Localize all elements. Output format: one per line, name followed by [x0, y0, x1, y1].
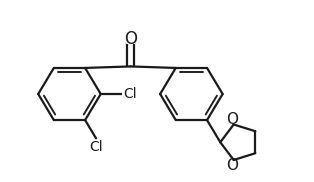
Text: Cl: Cl [124, 87, 137, 101]
Text: O: O [226, 158, 238, 173]
Text: Cl: Cl [89, 140, 103, 154]
FancyBboxPatch shape [227, 161, 237, 170]
FancyBboxPatch shape [87, 142, 105, 152]
FancyBboxPatch shape [122, 89, 139, 99]
Text: O: O [124, 30, 137, 48]
FancyBboxPatch shape [126, 34, 135, 43]
Text: O: O [226, 112, 238, 127]
FancyBboxPatch shape [227, 115, 237, 124]
